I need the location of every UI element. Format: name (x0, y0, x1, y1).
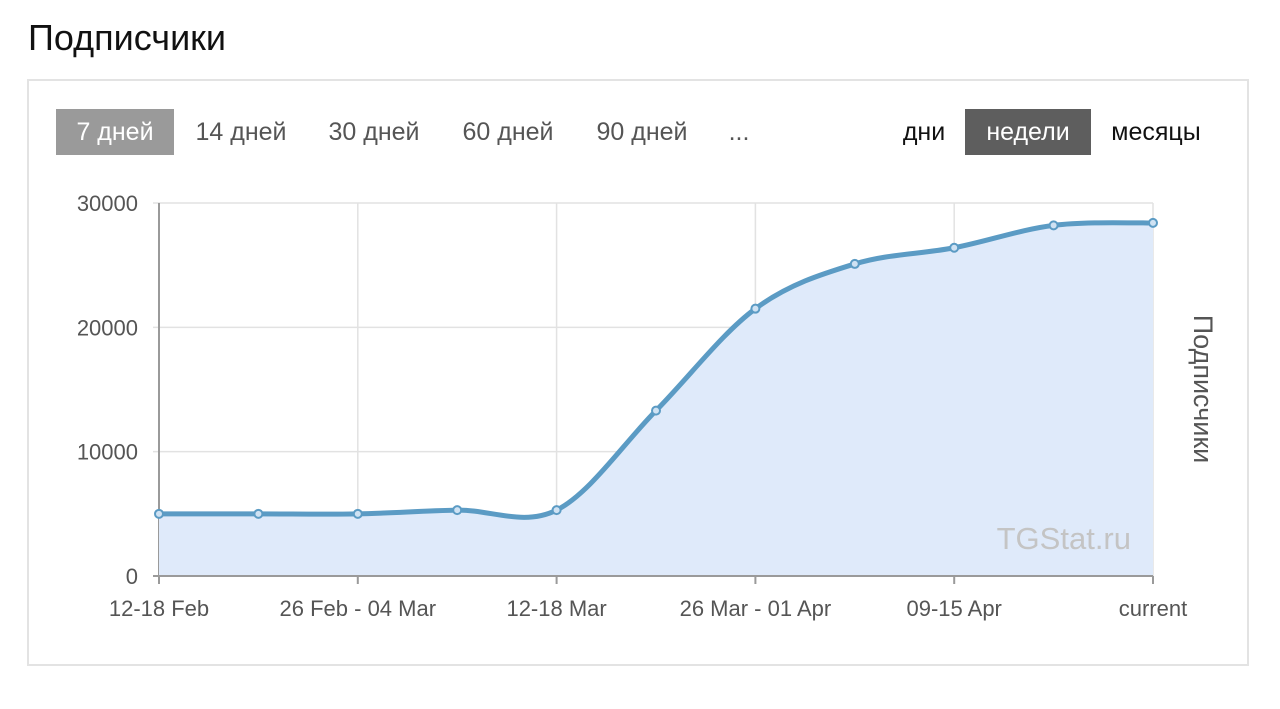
chart-panel: 7 дней 14 дней 30 дней 60 дней 90 дней .… (27, 79, 1249, 666)
page-title: Подписчики (28, 17, 227, 58)
range-90-days-button[interactable]: 90 дней (596, 118, 688, 146)
range-14-days-button[interactable]: 14 дней (195, 118, 287, 146)
range-60-days-button[interactable]: 60 дней (462, 118, 554, 146)
group-weeks-button[interactable]: недели (965, 109, 1091, 155)
range-more-button[interactable]: ... (728, 118, 750, 146)
group-days-button[interactable]: дни (902, 118, 946, 146)
range-30-days-button[interactable]: 30 дней (328, 118, 420, 146)
group-months-button[interactable]: месяцы (1111, 118, 1201, 146)
range-7-days-button[interactable]: 7 дней (56, 109, 174, 155)
